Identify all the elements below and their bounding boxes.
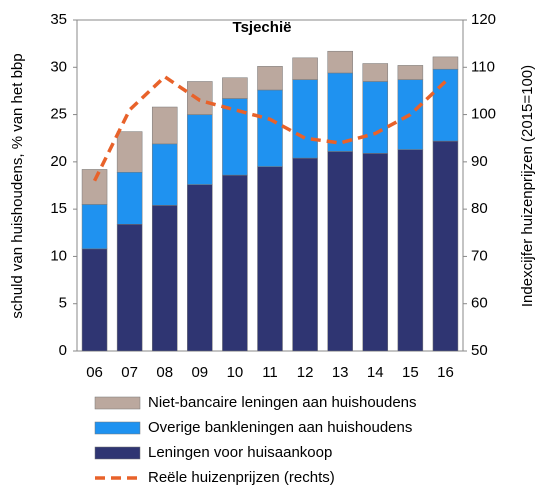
bar <box>432 140 459 352</box>
bar <box>397 65 424 80</box>
y2-tick-label: 50 <box>471 342 488 359</box>
bar <box>362 81 389 154</box>
x-tick-label: 15 <box>402 364 419 381</box>
legend-label: Niet-bancaire leningen aan huishoudens <box>148 394 417 411</box>
x-tick-label: 10 <box>227 364 244 381</box>
bar <box>81 169 108 205</box>
y-tick-label: 35 <box>50 11 67 28</box>
bar <box>222 77 248 99</box>
bar <box>151 106 178 145</box>
bar <box>257 166 283 352</box>
chart-title: Tsjechië <box>233 19 292 36</box>
y2-tick-label: 120 <box>471 11 496 28</box>
x-tick-label: 08 <box>156 364 173 381</box>
bar <box>116 224 143 352</box>
x-tick-label: 09 <box>191 364 208 381</box>
bar <box>116 172 143 225</box>
legend-label: Leningen voor huisaankoop <box>148 444 332 461</box>
y2-tick-label: 90 <box>471 153 488 170</box>
bar <box>116 131 143 173</box>
x-tick-label: 13 <box>332 364 349 381</box>
bar <box>292 157 318 352</box>
x-tick-label: 11 <box>262 364 278 381</box>
legend-swatch <box>94 421 141 435</box>
bar <box>432 68 459 142</box>
bar <box>81 204 108 250</box>
legend-label: Reële huizenprijzen (rechts) <box>148 469 335 486</box>
bar <box>257 89 283 167</box>
y2-axis-title: Indexcijfer huizenprijzen (2015=100) <box>519 65 536 307</box>
y2-tick-label: 60 <box>471 295 488 312</box>
y-tick-label: 10 <box>50 247 67 264</box>
y-tick-label: 15 <box>50 200 67 217</box>
bar <box>151 143 178 206</box>
bar <box>222 174 248 352</box>
y-tick-label: 25 <box>50 106 67 123</box>
bar <box>432 56 459 70</box>
bar <box>362 63 389 82</box>
y2-tick-label: 100 <box>471 106 496 123</box>
bar <box>257 66 283 91</box>
bar <box>362 153 389 352</box>
x-tick-label: 12 <box>297 364 314 381</box>
x-tick-label: 16 <box>437 364 454 381</box>
x-tick-label: 06 <box>86 364 103 381</box>
y-tick-label: 30 <box>50 58 67 75</box>
y2-tick-label: 110 <box>471 58 495 75</box>
bar <box>292 79 318 159</box>
bar <box>151 205 178 352</box>
bar <box>327 151 353 352</box>
bar <box>327 50 353 74</box>
y2-tick-label: 70 <box>471 247 488 264</box>
bar <box>292 57 318 80</box>
bar <box>397 149 424 352</box>
legend-label: Overige bankleningen aan huishoudens <box>148 419 412 436</box>
bar <box>187 114 213 185</box>
legend-swatch <box>94 396 141 410</box>
y-tick-label: 20 <box>50 153 67 170</box>
bar <box>327 72 353 152</box>
bar <box>222 98 248 176</box>
y2-tick-label: 80 <box>471 200 488 217</box>
bar <box>187 81 213 115</box>
bar <box>81 248 108 352</box>
y-tick-label: 0 <box>59 342 67 359</box>
x-tick-label: 14 <box>367 364 384 381</box>
legend-swatch <box>94 446 141 460</box>
bar <box>187 184 213 352</box>
x-tick-label: 07 <box>121 364 138 381</box>
y-tick-label: 5 <box>59 295 67 312</box>
line-series <box>92 74 447 182</box>
y-axis-title: schuld van huishoudens, % van het bbp <box>9 53 26 318</box>
